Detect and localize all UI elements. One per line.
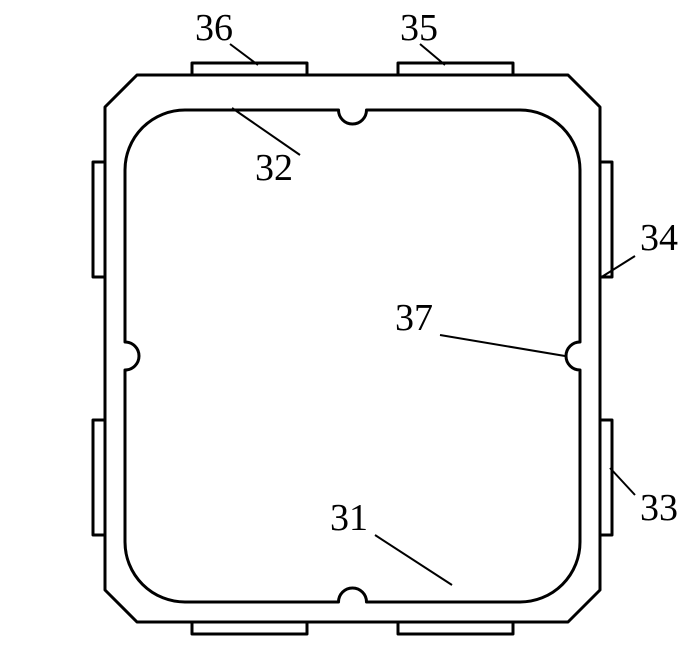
label-32: 32 xyxy=(255,147,293,189)
leader-37 xyxy=(440,335,565,356)
label-35: 35 xyxy=(400,7,438,49)
tab-bottom-left xyxy=(192,622,307,634)
tab-bottom-right xyxy=(398,622,513,634)
label-37: 37 xyxy=(395,297,433,339)
leader-31 xyxy=(375,535,452,585)
tab-left-upper xyxy=(93,162,105,277)
tab-left-lower xyxy=(93,420,105,535)
tab-top-left xyxy=(192,63,307,75)
leader-33 xyxy=(610,468,635,495)
label-31: 31 xyxy=(330,497,368,539)
tab-top-right xyxy=(398,63,513,75)
label-36: 36 xyxy=(195,7,233,49)
tab-right-upper xyxy=(600,162,612,277)
tab-right-lower xyxy=(600,420,612,535)
label-34: 34 xyxy=(640,217,678,259)
label-33: 33 xyxy=(640,487,678,529)
leader-34 xyxy=(600,256,635,278)
